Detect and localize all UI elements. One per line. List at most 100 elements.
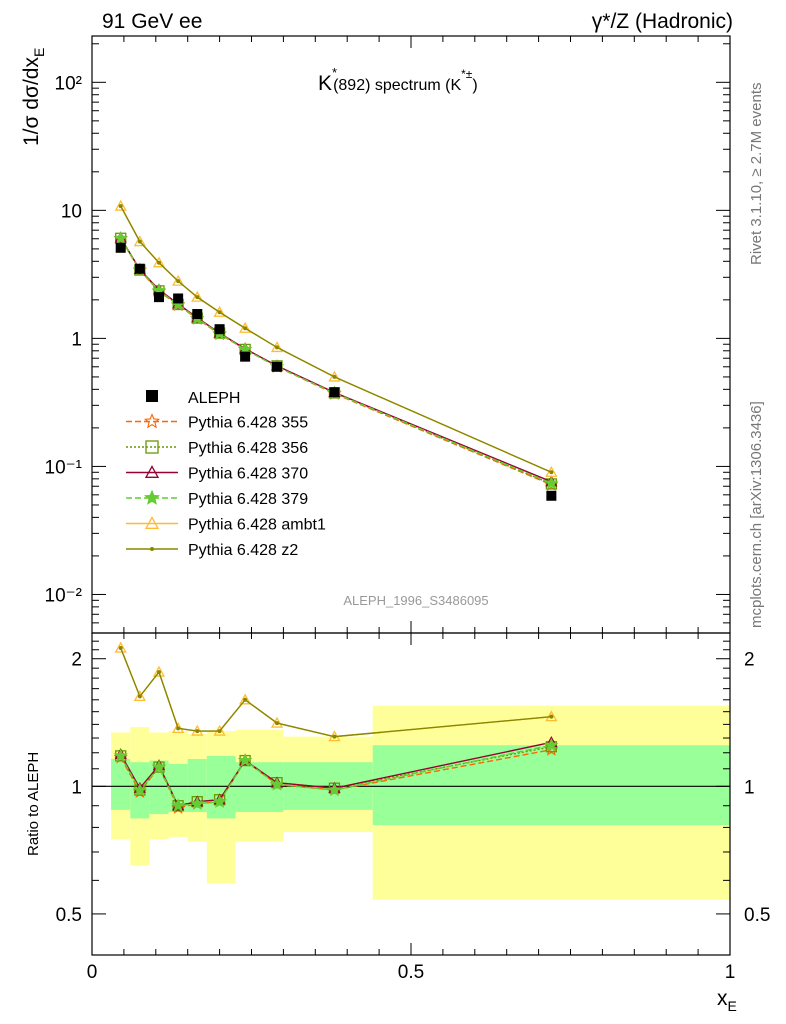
- side-text-top: Rivet 3.1.10, ≥ 2.7M events: [748, 83, 765, 266]
- watermark: ALEPH_1996_S3486095: [343, 593, 488, 608]
- axis-ticks: 0 0.5 1 10⁻² 10⁻¹ 1 10 10² 0.5 0.5 1 1 2 2: [45, 36, 770, 983]
- x-tick-label: 0.5: [398, 962, 424, 983]
- title-sup2: *±: [461, 67, 473, 81]
- series-line: [120, 238, 552, 486]
- marker-star: [190, 796, 205, 810]
- marker-dot: [176, 279, 181, 284]
- y-tick-label: 1: [71, 329, 82, 350]
- marker-star: [544, 475, 559, 490]
- band-inner: [206, 755, 236, 819]
- data-point: [192, 309, 203, 320]
- marker-dot: [275, 345, 280, 350]
- marker-triangle: [172, 722, 185, 734]
- marker-dot: [156, 670, 161, 675]
- ratio-series-line: [120, 647, 552, 738]
- x-tick-label: 0: [87, 962, 98, 983]
- band-inner: [111, 759, 131, 810]
- marker-square: [145, 440, 159, 454]
- x-tick-label: 1: [725, 962, 736, 983]
- marker-triangle: [270, 716, 284, 728]
- series-line: [120, 237, 552, 483]
- marker-dot: [243, 326, 248, 331]
- marker-star: [327, 782, 342, 797]
- marker-triangle: [191, 290, 204, 302]
- marker-dot: [137, 239, 142, 244]
- data-point: [240, 351, 251, 362]
- marker-triangle: [144, 516, 160, 529]
- data-points: [115, 242, 557, 501]
- legend-label: Pythia 6.428 z2: [188, 542, 298, 559]
- legend-label-data: ALEPH: [188, 390, 240, 407]
- marker-triangle: [144, 465, 160, 478]
- marker-star: [171, 798, 186, 812]
- marker-dot: [217, 729, 222, 734]
- x-axis-label: xE: [717, 987, 737, 1014]
- ratio-tick-label-left: 2: [71, 650, 82, 671]
- title-mid: (892) spectrum (K: [333, 77, 461, 94]
- marker-star: [544, 737, 559, 752]
- side-text-bottom: mcplots.cern.ch [arXiv:1306.3436]: [748, 401, 765, 628]
- marker-dot: [176, 726, 181, 731]
- data-point: [115, 242, 126, 253]
- ratio-series-line: [120, 744, 552, 807]
- series-line: [120, 237, 552, 484]
- marker-star: [212, 794, 227, 808]
- ratio-tick-label-left: 0.5: [56, 905, 82, 926]
- band-inner: [168, 763, 188, 812]
- marker-triangle: [213, 305, 226, 317]
- series-line: [120, 237, 552, 485]
- marker-dot: [150, 547, 154, 551]
- ratio-error-bands: [92, 705, 730, 900]
- marker-dot: [275, 721, 280, 726]
- marker-triangle: [133, 690, 146, 702]
- data-point: [153, 292, 164, 303]
- marker-star: [132, 782, 147, 797]
- ratio-tick-label-right: 1: [744, 777, 755, 798]
- marker-dot: [217, 310, 222, 315]
- ratio-series-lines: [113, 641, 559, 814]
- marker-star: [238, 753, 253, 767]
- legend-label: Pythia 6.428 ambt1: [188, 517, 326, 534]
- main-series-lines: [113, 199, 559, 491]
- header-left: 91 GeV ee: [102, 10, 202, 33]
- band-inner: [372, 745, 730, 826]
- marker-dot: [549, 470, 554, 475]
- ratio-axis-label: Ratio to ALEPH: [25, 752, 42, 856]
- marker-dot: [243, 697, 248, 702]
- y-tick-label: 10²: [55, 73, 82, 94]
- header-right: γ*/Z (Hadronic): [592, 10, 733, 33]
- ratio-tick-label-right: 2: [744, 650, 755, 671]
- series-line: [120, 205, 552, 473]
- marker-triangle: [239, 321, 252, 333]
- legend-label: Pythia 6.428 379: [188, 491, 308, 508]
- y-tick-label: 10⁻²: [45, 585, 83, 606]
- marker-triangle: [114, 641, 127, 653]
- marker-triangle: [152, 256, 166, 268]
- data-point: [214, 324, 225, 335]
- marker-triangle: [152, 665, 166, 677]
- marker-dot: [549, 714, 554, 719]
- marker-dot: [195, 295, 200, 300]
- data-point: [546, 490, 557, 501]
- marker-star: [269, 777, 285, 791]
- series-line: [120, 205, 552, 473]
- marker-star: [113, 748, 128, 762]
- marker-dot: [195, 729, 200, 734]
- data-point: [134, 263, 145, 274]
- legend: ALEPH Pythia 6.428 355 Pythia 6.428 356 Pyt…: [126, 390, 326, 559]
- title-main: K: [318, 72, 332, 95]
- marker-dot: [118, 646, 123, 651]
- marker-dot: [156, 260, 161, 265]
- ratio-tick-label-right: 0.5: [744, 905, 770, 926]
- marker-triangle: [545, 710, 558, 722]
- marker-dot: [332, 734, 337, 739]
- data-point: [272, 361, 283, 372]
- title-sup1: *: [332, 65, 337, 80]
- marker-triangle: [114, 199, 127, 211]
- ratio-tick-label-left: 1: [71, 777, 82, 798]
- data-point: [173, 293, 184, 304]
- data-point: [329, 387, 340, 398]
- y-axis-label: 1/σ dσ/dxE: [20, 48, 47, 146]
- marker-dot: [137, 694, 142, 699]
- legend-label: Pythia 6.428 356: [188, 440, 308, 457]
